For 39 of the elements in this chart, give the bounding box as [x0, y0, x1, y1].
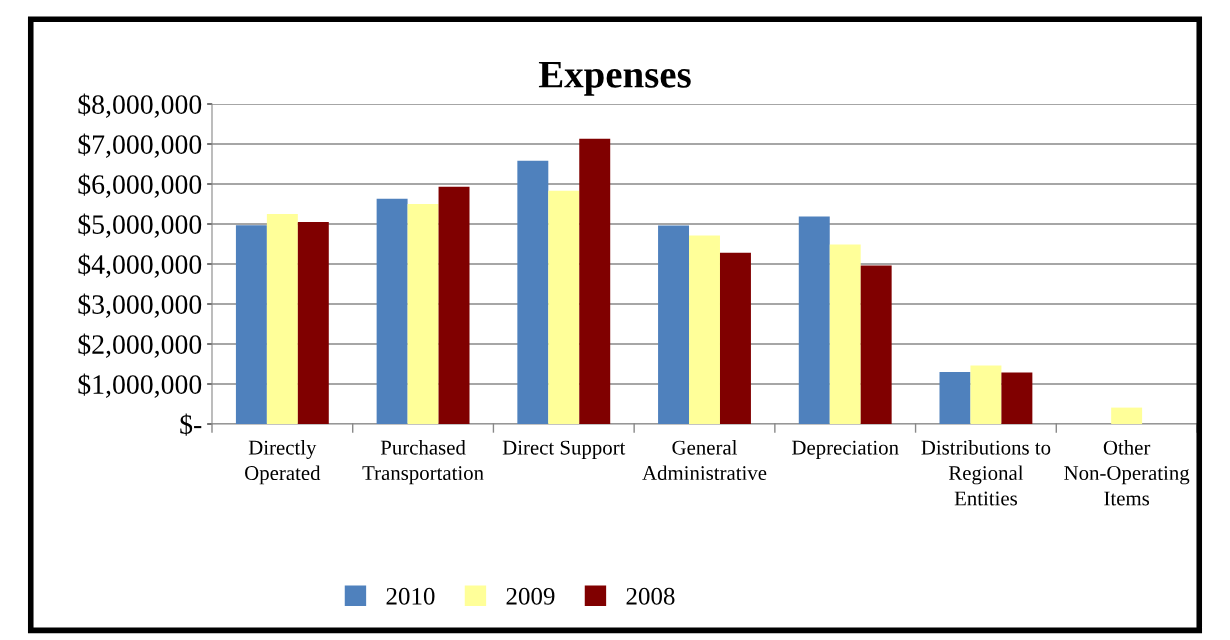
y-tick-label: $7,000,000	[78, 133, 202, 158]
bar	[1111, 407, 1143, 424]
x-tick-label: Distributions to Regional Entities	[921, 440, 1051, 506]
x-tick-label: Direct Support	[502, 440, 626, 459]
legend-label: 2009	[506, 587, 555, 605]
legend-label: 2010	[386, 587, 435, 605]
x-tick-label: Depreciation	[792, 440, 899, 459]
bar	[658, 225, 690, 424]
bar	[548, 190, 580, 424]
y-tick-label: $2,000,000	[78, 333, 202, 358]
bar	[689, 235, 720, 424]
y-tick-label: $-	[180, 413, 202, 436]
y-tick-label: $3,000,000	[78, 293, 202, 318]
bar	[235, 225, 267, 424]
bar	[297, 222, 329, 424]
y-tick-label: $6,000,000	[78, 173, 202, 198]
legend-label: 2008	[626, 587, 675, 605]
bar	[829, 244, 861, 424]
bar	[438, 186, 470, 424]
x-tick-label: Other Non-Operating Items	[1064, 440, 1190, 506]
x-tick-label: General Administrative	[642, 440, 767, 481]
x-tick-label: Purchased Transportation	[362, 440, 484, 485]
y-tick-label: $4,000,000	[78, 253, 202, 278]
bar	[376, 198, 408, 424]
chart-title: Expenses	[538, 61, 691, 96]
bar	[970, 365, 1002, 424]
y-tick-label: $1,000,000	[78, 373, 202, 398]
bar	[517, 160, 549, 424]
bar	[407, 204, 439, 424]
bar	[939, 372, 971, 424]
bar	[719, 252, 751, 424]
y-tick-label: $8,000,000	[78, 93, 202, 118]
bar	[798, 216, 830, 424]
x-tick-label: Directly Operated	[245, 440, 321, 485]
bar	[1001, 372, 1033, 424]
bar	[266, 214, 298, 424]
bar	[860, 265, 892, 424]
bar	[579, 138, 611, 424]
y-tick-label: $5,000,000	[78, 213, 202, 238]
